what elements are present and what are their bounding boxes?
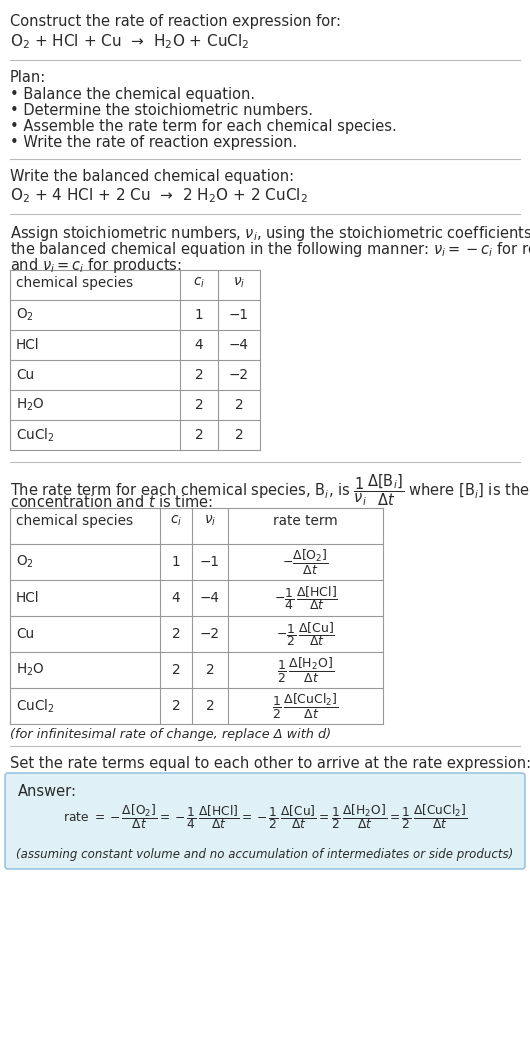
Text: −2: −2	[200, 627, 220, 641]
Text: $\dfrac{1}{2}\,\dfrac{\Delta[\mathrm{H_2O}]}{\Delta t}$: $\dfrac{1}{2}\,\dfrac{\Delta[\mathrm{H_2…	[277, 655, 334, 685]
Text: $-\dfrac{1}{2}\,\dfrac{\Delta[\mathrm{Cu}]}{\Delta t}$: $-\dfrac{1}{2}\,\dfrac{\Delta[\mathrm{Cu…	[276, 620, 335, 648]
Text: H$_2$O: H$_2$O	[16, 662, 45, 678]
Text: 4: 4	[195, 338, 204, 352]
Text: • Write the rate of reaction expression.: • Write the rate of reaction expression.	[10, 135, 297, 150]
Text: $-\dfrac{1}{4}\,\dfrac{\Delta[\mathrm{HCl}]}{\Delta t}$: $-\dfrac{1}{4}\,\dfrac{\Delta[\mathrm{HC…	[273, 585, 338, 612]
Text: 1: 1	[195, 308, 204, 322]
Text: The rate term for each chemical species, B$_i$, is $\dfrac{1}{\nu_i}\dfrac{\Delt: The rate term for each chemical species,…	[10, 472, 530, 507]
Text: −2: −2	[229, 368, 249, 382]
FancyBboxPatch shape	[5, 773, 525, 869]
Text: Plan:: Plan:	[10, 70, 46, 85]
Text: rate term: rate term	[273, 514, 338, 528]
Text: (assuming constant volume and no accumulation of intermediates or side products): (assuming constant volume and no accumul…	[16, 848, 514, 861]
Text: CuCl$_2$: CuCl$_2$	[16, 697, 55, 715]
Text: CuCl$_2$: CuCl$_2$	[16, 426, 55, 444]
Text: 2: 2	[172, 663, 180, 677]
Text: chemical species: chemical species	[16, 276, 133, 290]
Text: $\dfrac{1}{2}\,\dfrac{\Delta[\mathrm{CuCl_2}]}{\Delta t}$: $\dfrac{1}{2}\,\dfrac{\Delta[\mathrm{CuC…	[272, 692, 339, 720]
Text: −1: −1	[200, 555, 220, 569]
Text: $\nu_i$: $\nu_i$	[204, 514, 216, 528]
Text: concentration and $t$ is time:: concentration and $t$ is time:	[10, 494, 213, 510]
Text: 2: 2	[206, 663, 214, 677]
Text: O$_2$ + HCl + Cu  →  H$_2$O + CuCl$_2$: O$_2$ + HCl + Cu → H$_2$O + CuCl$_2$	[10, 32, 250, 51]
Text: 2: 2	[195, 398, 204, 412]
Text: O$_2$ + 4 HCl + 2 Cu  →  2 H$_2$O + 2 CuCl$_2$: O$_2$ + 4 HCl + 2 Cu → 2 H$_2$O + 2 CuCl…	[10, 187, 308, 204]
Text: O$_2$: O$_2$	[16, 306, 34, 323]
Text: $\nu_i$: $\nu_i$	[233, 276, 245, 291]
Text: Cu: Cu	[16, 627, 34, 641]
Text: • Balance the chemical equation.: • Balance the chemical equation.	[10, 86, 255, 102]
Text: 1: 1	[172, 555, 180, 569]
Text: Assign stoichiometric numbers, $\nu_i$, using the stoichiometric coefficients, $: Assign stoichiometric numbers, $\nu_i$, …	[10, 224, 530, 243]
Text: 2: 2	[172, 627, 180, 641]
Text: −1: −1	[229, 308, 249, 322]
Text: 2: 2	[172, 699, 180, 713]
Text: 2: 2	[235, 428, 243, 442]
Text: $c_i$: $c_i$	[193, 276, 205, 291]
Text: • Assemble the rate term for each chemical species.: • Assemble the rate term for each chemic…	[10, 119, 397, 134]
Text: the balanced chemical equation in the following manner: $\nu_i = -c_i$ for react: the balanced chemical equation in the fo…	[10, 240, 530, 259]
Text: Construct the rate of reaction expression for:: Construct the rate of reaction expressio…	[10, 14, 341, 29]
Text: −4: −4	[229, 338, 249, 352]
Text: $c_i$: $c_i$	[170, 514, 182, 528]
Text: HCl: HCl	[16, 591, 40, 605]
Text: (for infinitesimal rate of change, replace Δ with d): (for infinitesimal rate of change, repla…	[10, 728, 331, 741]
Text: 2: 2	[195, 428, 204, 442]
Text: O$_2$: O$_2$	[16, 553, 34, 570]
Text: HCl: HCl	[16, 338, 40, 352]
Text: Answer:: Answer:	[18, 784, 77, 799]
Text: Set the rate terms equal to each other to arrive at the rate expression:: Set the rate terms equal to each other t…	[10, 756, 530, 771]
Text: chemical species: chemical species	[16, 514, 133, 528]
Text: $-\dfrac{\Delta[\mathrm{O_2}]}{\Delta t}$: $-\dfrac{\Delta[\mathrm{O_2}]}{\Delta t}…	[282, 547, 329, 576]
Text: and $\nu_i = c_i$ for products:: and $\nu_i = c_i$ for products:	[10, 256, 182, 275]
Text: Write the balanced chemical equation:: Write the balanced chemical equation:	[10, 169, 294, 184]
Text: 4: 4	[172, 591, 180, 605]
Text: −4: −4	[200, 591, 220, 605]
Text: 2: 2	[206, 699, 214, 713]
Text: rate $= -\dfrac{\Delta[\mathrm{O_2}]}{\Delta t} = -\dfrac{1}{4}\,\dfrac{\Delta[\: rate $= -\dfrac{\Delta[\mathrm{O_2}]}{\D…	[63, 802, 467, 830]
Text: 2: 2	[235, 398, 243, 412]
Text: Cu: Cu	[16, 368, 34, 382]
Text: • Determine the stoichiometric numbers.: • Determine the stoichiometric numbers.	[10, 103, 313, 118]
Text: H$_2$O: H$_2$O	[16, 397, 45, 414]
Text: 2: 2	[195, 368, 204, 382]
